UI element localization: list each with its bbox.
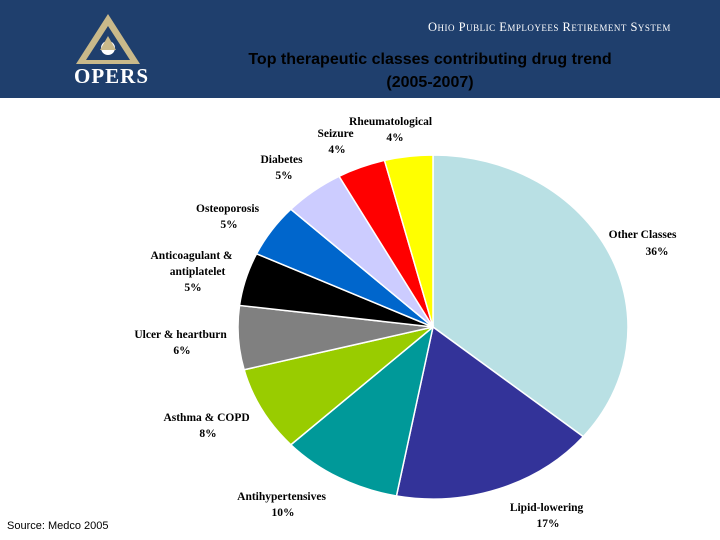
logo-text: OPERS — [74, 64, 150, 88]
organization-name: Ohio Public Employees Retirement System — [428, 20, 671, 34]
slice-label-seizure: Seizure 4% — [317, 128, 356, 156]
opers-triangle-logo-icon — [76, 14, 140, 64]
source-note: Source: Medco 2005 — [7, 520, 109, 532]
slice-label-rheumatological: Rheumatological 4% — [349, 116, 435, 144]
pie-slice-antihypertensives — [289, 325, 435, 497]
slide-title: Top therapeutic classes contributing dru… — [170, 48, 690, 94]
pie-labels: Other Classes 36% Lipid-lowering 17% Ant… — [134, 116, 680, 530]
title-line-2: (2005-2007) — [386, 74, 474, 91]
slice-label-osteoporosis: Osteoporosis 5% — [196, 203, 262, 231]
title-line-1: Top therapeutic classes contributing dru… — [248, 51, 612, 68]
pie-slices — [237, 154, 629, 500]
slice-label-anticoagulant-antiplatelet: Anticoagulant & antiplatelet 5% — [151, 250, 236, 294]
slice-label-ulcer-heartburn: Ulcer & heartburn 6% — [134, 329, 229, 357]
slice-label-diabetes: Diabetes 5% — [260, 154, 305, 182]
pie-slice-asthma-copd — [243, 326, 434, 446]
slice-label-other-classes: Other Classes 36% — [609, 229, 680, 258]
pie-slice-lipid-lowering — [395, 325, 585, 500]
header-banner: OPERS Ohio Public Employees Retirement S… — [0, 0, 720, 98]
pie-slice-other-classes — [432, 154, 629, 438]
slice-label-asthma-copd: Asthma & COPD 8% — [163, 412, 252, 440]
slice-label-lipid-lowering: Lipid-lowering 17% — [510, 502, 586, 530]
pie-slice-rheumatological — [383, 154, 434, 328]
slice-label-antihypertensives: Antihypertensives 10% — [237, 491, 329, 519]
